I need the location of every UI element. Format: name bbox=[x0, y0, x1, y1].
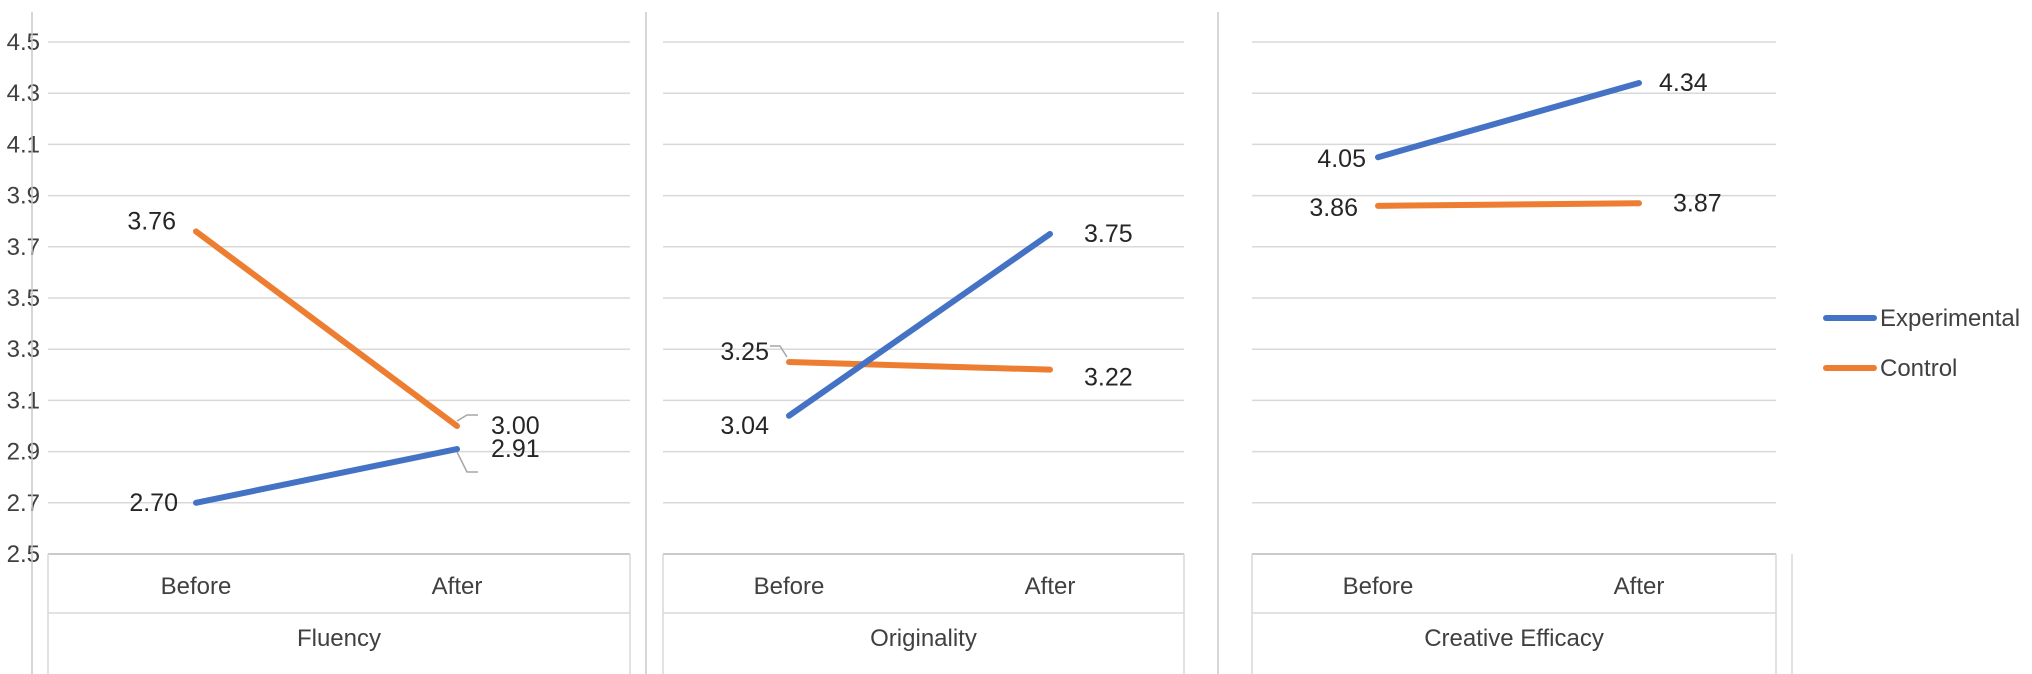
panel-group-label: Originality bbox=[870, 625, 977, 652]
label-leader-line bbox=[456, 414, 478, 422]
panel-group-label: Creative Efficacy bbox=[1424, 625, 1604, 652]
y-tick-label: 3.7 bbox=[7, 234, 40, 261]
y-tick-label: 2.7 bbox=[7, 490, 40, 517]
series-line-experimental bbox=[193, 446, 460, 506]
series-line-control bbox=[193, 228, 460, 429]
legend-label: Control bbox=[1880, 355, 1957, 382]
y-tick-label: 3.3 bbox=[7, 336, 40, 363]
data-label: 3.04 bbox=[720, 412, 769, 440]
data-label: 3.00 bbox=[491, 412, 540, 440]
x-category-label: Before bbox=[754, 573, 825, 600]
y-tick-label: 3.9 bbox=[7, 183, 40, 210]
data-label: 4.34 bbox=[1659, 69, 1708, 97]
label-leader-line bbox=[770, 345, 788, 358]
data-label: 3.76 bbox=[127, 207, 176, 235]
y-tick-label: 4.1 bbox=[7, 131, 40, 158]
y-tick-label: 4.5 bbox=[7, 29, 40, 56]
y-tick-label: 3.1 bbox=[7, 387, 40, 414]
data-label: 3.22 bbox=[1084, 364, 1133, 392]
data-label: 3.87 bbox=[1673, 189, 1722, 217]
y-tick-label: 2.9 bbox=[7, 439, 40, 466]
label-leader-line bbox=[456, 451, 478, 473]
panel-group-label: Fluency bbox=[297, 625, 381, 652]
y-tick-label: 2.5 bbox=[7, 541, 40, 568]
data-label: 4.05 bbox=[1317, 145, 1366, 173]
data-label: 3.25 bbox=[720, 338, 769, 366]
x-category-label: After bbox=[1025, 573, 1076, 600]
data-label: 2.91 bbox=[491, 435, 540, 463]
series-line-control bbox=[1375, 200, 1642, 209]
legend-label: Experimental bbox=[1880, 305, 2020, 332]
series-line-experimental bbox=[1375, 79, 1642, 161]
series-line-control bbox=[786, 359, 1053, 373]
x-category-label: After bbox=[1614, 573, 1665, 600]
series-line-experimental bbox=[786, 231, 1053, 419]
x-category-label: After bbox=[432, 573, 483, 600]
x-category-label: Before bbox=[161, 573, 232, 600]
y-tick-label: 4.3 bbox=[7, 80, 40, 107]
y-tick-label: 3.5 bbox=[7, 285, 40, 312]
x-category-label: Before bbox=[1343, 573, 1414, 600]
data-label: 2.70 bbox=[129, 489, 178, 517]
data-label: 3.75 bbox=[1084, 220, 1133, 248]
data-label: 3.86 bbox=[1309, 194, 1358, 222]
